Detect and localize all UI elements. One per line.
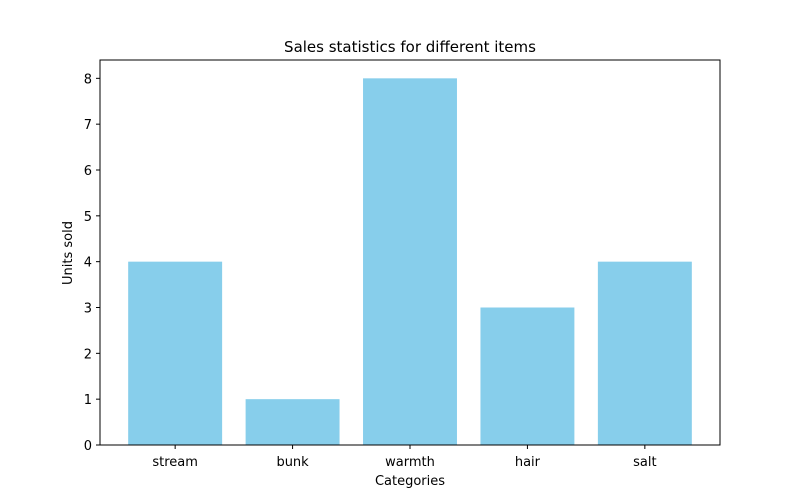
y-tick-label-8: 8	[84, 72, 92, 87]
y-axis-ticks: 0 1 2 3 4 5 6 7 8	[84, 72, 100, 454]
y-tick-label-0: 0	[84, 439, 92, 454]
bar-bunk	[245, 399, 340, 445]
plot-frame	[99, 59, 721, 446]
bar-stream	[128, 261, 223, 445]
x-axis-ticks: stream bunk warmth hair salt	[152, 445, 657, 470]
bars-group	[128, 78, 692, 445]
y-tick-label-4: 4	[84, 256, 92, 271]
x-tick-label-bunk: bunk	[276, 455, 309, 470]
x-axis-label: Categories	[375, 474, 445, 489]
bar-warmth	[363, 78, 457, 445]
y-tick-label-2: 2	[84, 347, 92, 362]
y-tick-label-7: 7	[84, 118, 92, 133]
x-tick-label-stream: stream	[152, 455, 198, 470]
y-tick-label-3: 3	[84, 302, 92, 317]
chart-title: Sales statistics for different items	[284, 38, 536, 56]
x-tick-label-salt: salt	[633, 455, 656, 470]
x-tick-label-warmth: warmth	[385, 455, 435, 470]
x-tick-label-hair: hair	[515, 455, 541, 470]
y-tick-label-5: 5	[84, 210, 92, 225]
bar-hair	[480, 307, 575, 445]
y-tick-label-1: 1	[84, 393, 92, 408]
bar-salt	[597, 261, 692, 445]
y-axis-label: Units sold	[61, 221, 76, 285]
y-tick-label-6: 6	[84, 164, 92, 179]
